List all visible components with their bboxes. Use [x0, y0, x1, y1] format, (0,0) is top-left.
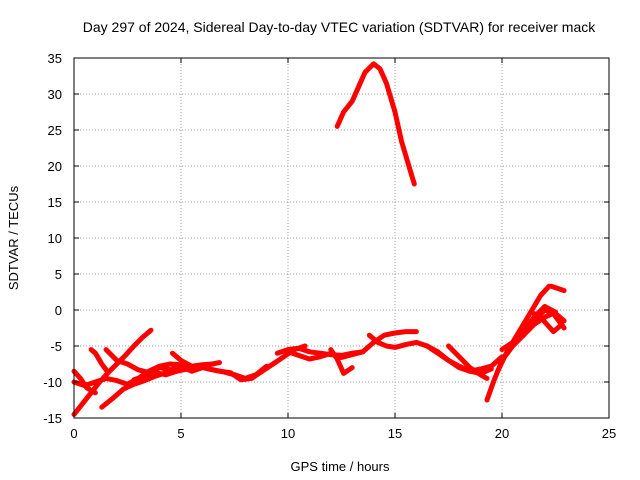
y-tick-label: -15: [43, 411, 62, 426]
x-axis-label: GPS time / hours: [291, 459, 390, 474]
series-line-sat-q: [495, 283, 552, 374]
y-tick-label: -10: [43, 375, 62, 390]
series-group: [71, 61, 567, 417]
y-axis-label: SDTVAR / TECUs: [6, 185, 21, 290]
y-tick-label: 30: [48, 87, 62, 102]
x-tick-label: 5: [177, 426, 184, 441]
series-line-sat-d: [88, 347, 111, 376]
series-line-sat-g: [131, 343, 308, 383]
series-line-sat-v: [548, 283, 567, 294]
y-tick-label: 5: [55, 267, 62, 282]
x-tick-label: 10: [281, 426, 295, 441]
x-tick-label: 20: [495, 426, 509, 441]
y-tick-label: 0: [55, 303, 62, 318]
y-tick-label: 35: [48, 51, 62, 66]
y-tick-label: 20: [48, 159, 62, 174]
x-tick-label: 25: [602, 426, 616, 441]
series-line-sat-o: [446, 343, 490, 381]
y-tick-label: -5: [50, 339, 62, 354]
axes-ticks: 0 5 10 15 20 25 -15 -10 -5 0 5 10 15 20 25 30 35: [43, 51, 616, 441]
series-line-sat-j: [285, 329, 419, 362]
series-line-sat-h: [169, 350, 216, 369]
x-tick-label: 0: [70, 426, 77, 441]
y-tick-label: 15: [48, 195, 62, 210]
series-line-sat-k: [328, 347, 355, 376]
x-tick-label: 15: [388, 426, 402, 441]
series-line-sat-t: [516, 305, 567, 342]
series-line-sat-c: [71, 361, 184, 389]
y-tick-label: 10: [48, 231, 62, 246]
series-line-sat-u: [531, 311, 565, 335]
series-line-sat-l: [334, 61, 417, 187]
chart-title: Day 297 of 2024, Sidereal Day-to-day VTE…: [83, 19, 596, 35]
series-line-sat-a: [71, 327, 154, 417]
y-tick-label: 25: [48, 123, 62, 138]
